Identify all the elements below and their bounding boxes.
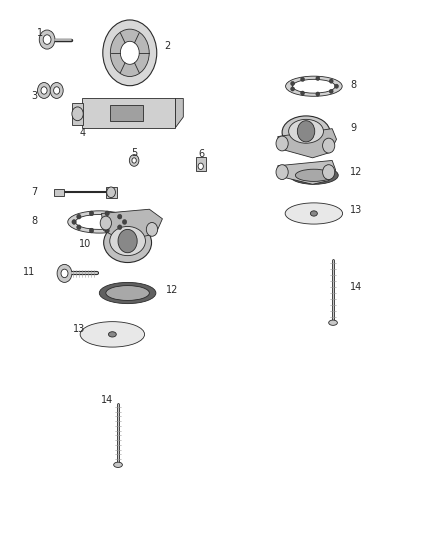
Text: 4: 4: [80, 128, 86, 138]
Ellipse shape: [110, 227, 145, 256]
Ellipse shape: [286, 76, 342, 96]
Circle shape: [50, 83, 63, 99]
Text: 10: 10: [79, 239, 91, 249]
Circle shape: [118, 229, 137, 253]
Circle shape: [276, 165, 288, 180]
Ellipse shape: [311, 211, 318, 216]
Circle shape: [38, 83, 50, 99]
Ellipse shape: [300, 77, 304, 82]
Circle shape: [198, 163, 203, 169]
Ellipse shape: [114, 462, 122, 467]
Circle shape: [132, 158, 136, 163]
Ellipse shape: [117, 225, 122, 230]
Circle shape: [39, 30, 55, 49]
Circle shape: [72, 107, 83, 120]
Circle shape: [103, 20, 157, 86]
Circle shape: [120, 42, 139, 64]
Ellipse shape: [117, 214, 122, 219]
Ellipse shape: [335, 84, 339, 88]
Text: 14: 14: [350, 281, 362, 292]
Ellipse shape: [290, 166, 338, 184]
Polygon shape: [278, 160, 336, 184]
Polygon shape: [102, 209, 162, 241]
Ellipse shape: [72, 220, 76, 224]
Ellipse shape: [282, 116, 330, 149]
Ellipse shape: [122, 220, 127, 224]
Ellipse shape: [106, 286, 149, 301]
Text: 13: 13: [350, 205, 363, 215]
Text: 12: 12: [166, 285, 178, 295]
Circle shape: [322, 138, 335, 153]
Ellipse shape: [289, 119, 323, 143]
Ellipse shape: [295, 169, 332, 181]
Ellipse shape: [99, 282, 156, 304]
Ellipse shape: [77, 214, 81, 219]
Circle shape: [276, 136, 288, 151]
Text: 8: 8: [350, 80, 357, 90]
Text: 3: 3: [31, 91, 37, 101]
Bar: [196, 157, 206, 171]
Ellipse shape: [291, 82, 295, 86]
Text: 9: 9: [350, 123, 357, 133]
Text: 7: 7: [31, 187, 37, 197]
Ellipse shape: [89, 228, 94, 233]
Ellipse shape: [316, 76, 320, 80]
Circle shape: [107, 187, 116, 198]
Ellipse shape: [300, 91, 304, 95]
Bar: [110, 106, 143, 121]
Ellipse shape: [109, 332, 116, 337]
Text: 5: 5: [131, 148, 138, 158]
Circle shape: [110, 29, 149, 77]
Text: 12: 12: [350, 167, 363, 177]
Ellipse shape: [68, 211, 131, 233]
Circle shape: [57, 264, 72, 282]
Polygon shape: [176, 99, 184, 127]
Bar: [72, 103, 83, 125]
Circle shape: [100, 216, 112, 230]
Ellipse shape: [285, 203, 343, 224]
Text: 6: 6: [198, 149, 204, 159]
Circle shape: [297, 120, 315, 142]
Bar: [54, 189, 64, 196]
Circle shape: [146, 222, 158, 236]
Text: 1: 1: [37, 28, 43, 38]
Bar: [106, 187, 117, 198]
Bar: [82, 99, 176, 127]
Polygon shape: [278, 128, 336, 158]
Ellipse shape: [89, 211, 94, 216]
Ellipse shape: [293, 79, 335, 93]
Circle shape: [41, 87, 47, 94]
Ellipse shape: [105, 228, 110, 233]
Text: 13: 13: [73, 324, 85, 334]
Circle shape: [322, 165, 335, 180]
Text: 2: 2: [165, 42, 171, 52]
Ellipse shape: [316, 92, 320, 96]
Text: 11: 11: [23, 267, 35, 277]
Ellipse shape: [329, 89, 333, 93]
Text: 8: 8: [31, 216, 37, 227]
Circle shape: [129, 155, 139, 166]
Circle shape: [43, 35, 51, 44]
Ellipse shape: [291, 87, 295, 91]
Circle shape: [61, 269, 68, 278]
Circle shape: [53, 87, 60, 94]
Ellipse shape: [77, 225, 81, 230]
Ellipse shape: [328, 320, 337, 325]
Ellipse shape: [329, 79, 333, 83]
Ellipse shape: [104, 223, 152, 263]
Ellipse shape: [80, 321, 145, 347]
Text: 14: 14: [101, 395, 113, 405]
Ellipse shape: [105, 211, 110, 216]
Ellipse shape: [75, 215, 123, 229]
